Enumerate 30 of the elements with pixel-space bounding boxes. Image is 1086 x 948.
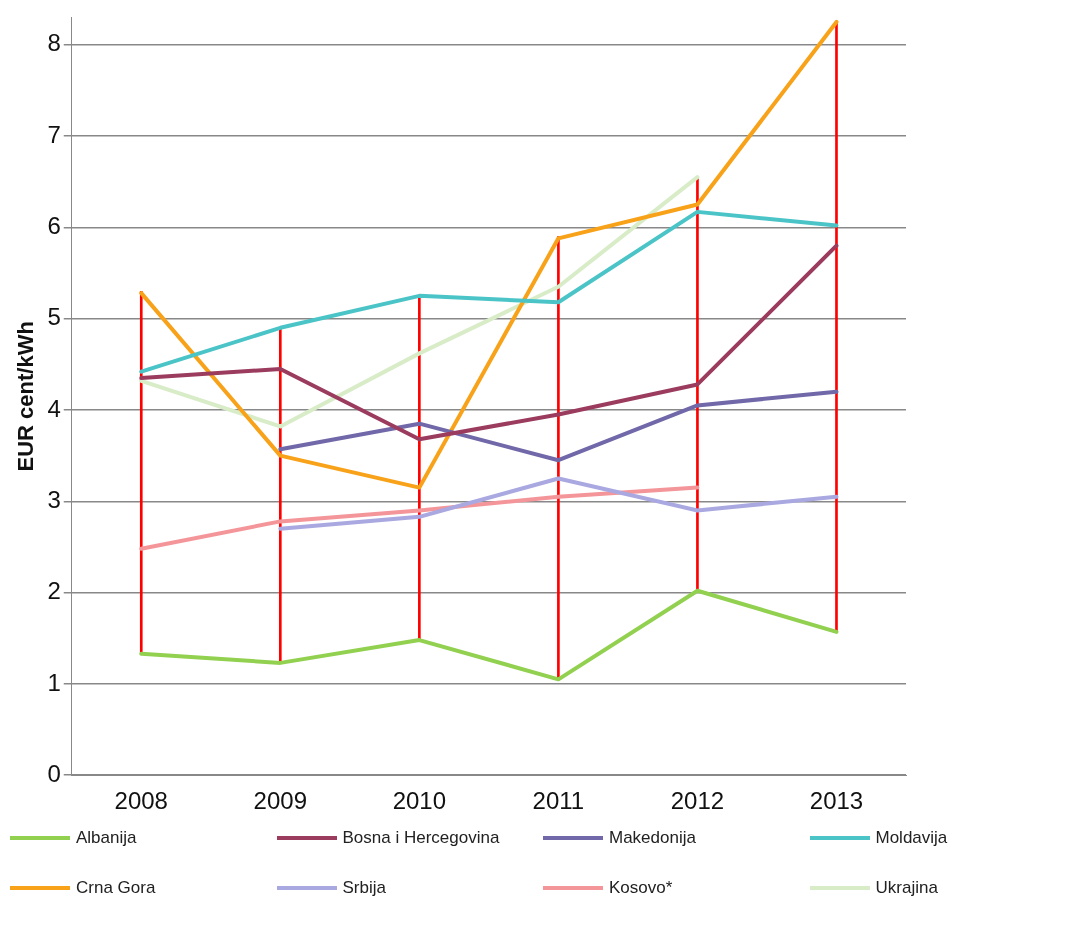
y-axis-title: EUR cent/kWh [13,321,39,472]
x-tick-label: 2008 [114,787,168,815]
x-tick-label: 2013 [809,787,864,815]
bar [418,295,421,641]
legend-label: Makedonija [609,828,696,848]
bar [139,290,143,655]
legend-label: Crna Gora [76,878,156,898]
x-tick-label: 2012 [670,787,725,815]
legend-label: Moldavija [875,828,948,848]
y-tick-label: 4 [47,394,61,422]
x-tick-label: 2009 [253,787,308,815]
y-tick-label: 0 [47,759,61,787]
legend-label: Albanija [76,828,137,848]
y-tick-label: 1 [47,668,61,696]
legend-label: Bosna i Hercegovina [342,828,500,848]
y-tick-label: 2 [47,577,61,605]
y-tick-label: 3 [47,485,61,513]
y-tick-label: 7 [47,120,61,148]
bar [557,236,560,680]
bar [835,21,838,633]
bar [278,327,282,664]
y-tick-label: 8 [47,29,61,57]
legend-label: Ukrajina [875,878,938,898]
x-tick-label: 2011 [532,787,585,815]
y-tick-label: 6 [47,212,61,240]
x-tick-label: 2010 [392,787,447,815]
y-tick-label: 5 [47,303,61,331]
legend-label: Kosovo* [609,878,673,898]
legend-label: Srbija [342,878,386,898]
bar [696,176,699,592]
